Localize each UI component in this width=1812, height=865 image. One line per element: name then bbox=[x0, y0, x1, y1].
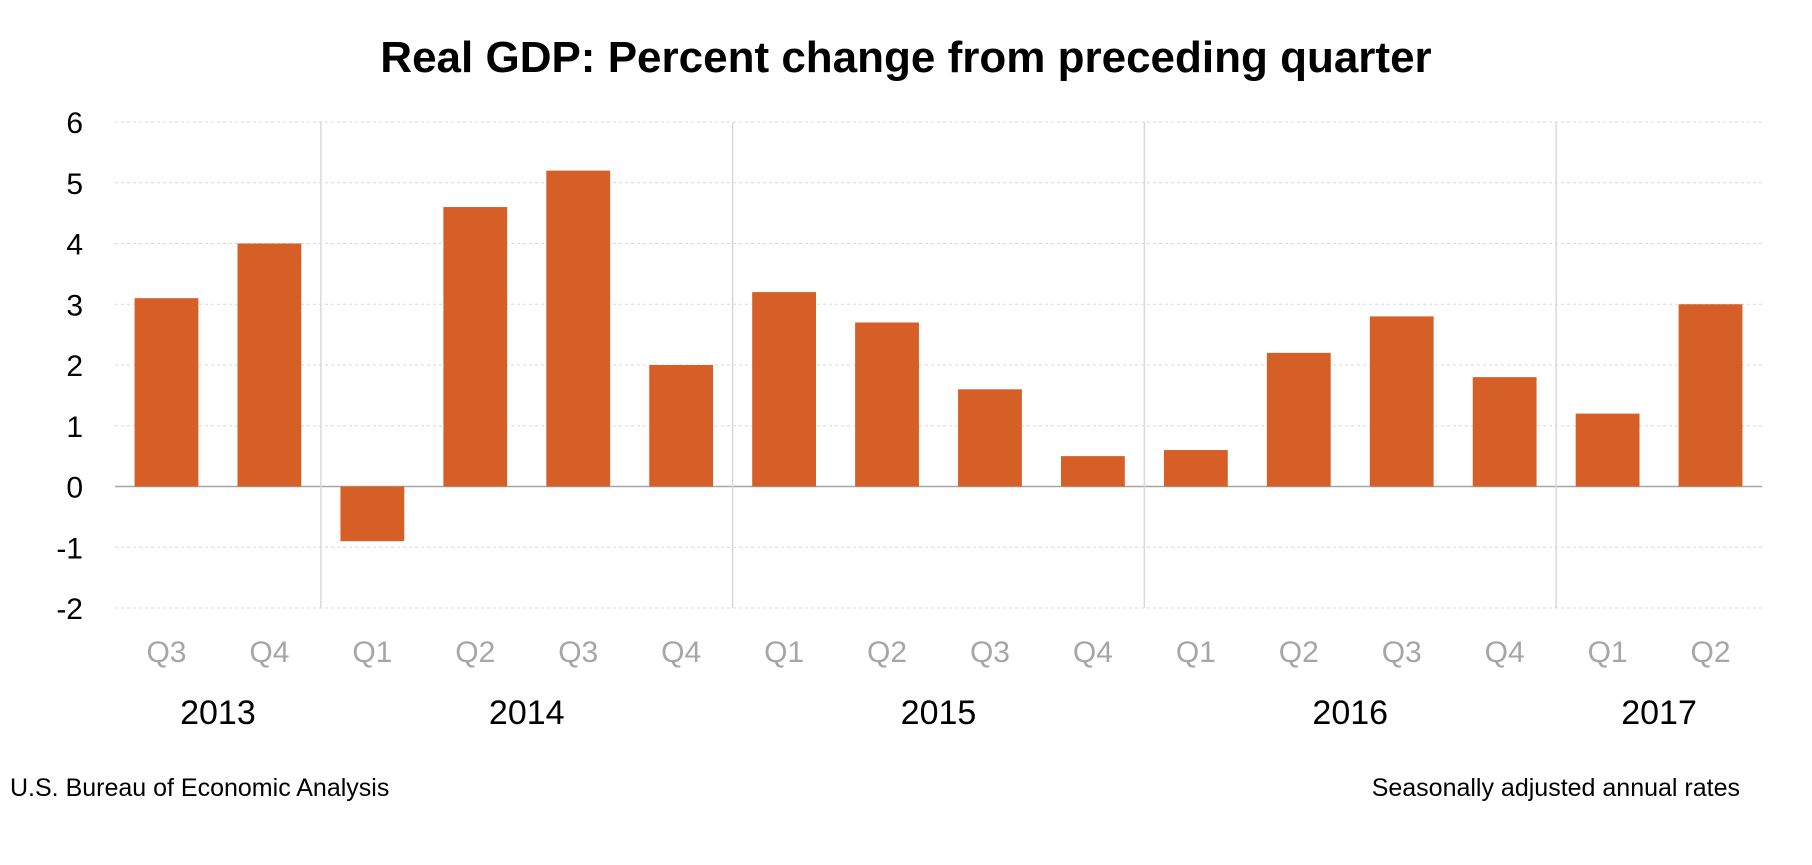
x-tick-label: Q4 bbox=[1073, 636, 1113, 669]
y-tick-label: 6 bbox=[66, 107, 83, 140]
bars bbox=[134, 170, 1743, 542]
x-tick-label: Q1 bbox=[1176, 636, 1216, 669]
bar-2017-q2 bbox=[1678, 304, 1743, 487]
bar-2015-q2 bbox=[855, 322, 919, 487]
x-tick-label: Q1 bbox=[1588, 636, 1628, 669]
bar-2014-q3 bbox=[546, 170, 611, 487]
year-labels: 2013 2014 2015 2016 2017 bbox=[180, 694, 1697, 732]
bar-2014-q4 bbox=[649, 365, 714, 487]
x-tick-label: Q1 bbox=[352, 636, 392, 669]
y-tick-label: 5 bbox=[66, 168, 83, 201]
bar-2013-q3 bbox=[134, 298, 199, 487]
x-tick-label: Q3 bbox=[558, 636, 598, 669]
x-tick-label: Q3 bbox=[1382, 636, 1422, 669]
x-tick-label: Q4 bbox=[661, 636, 701, 669]
bar-2015-q4 bbox=[1060, 456, 1125, 487]
x-tick-label: Q3 bbox=[970, 636, 1010, 669]
chart-title: Real GDP: Percent change from preceding … bbox=[380, 33, 1431, 82]
bar-2015-q1 bbox=[752, 292, 817, 487]
year-label-2016: 2016 bbox=[1312, 694, 1388, 732]
x-tick-label: Q4 bbox=[1485, 636, 1525, 669]
y-tick-label: 3 bbox=[66, 289, 83, 322]
y-tick-label: 2 bbox=[66, 350, 83, 383]
x-tick-label: Q2 bbox=[1279, 636, 1319, 669]
x-tick-label: Q2 bbox=[1691, 636, 1731, 669]
y-axis: 6 5 4 3 2 1 0 -1 -2 bbox=[56, 107, 83, 626]
x-tick-label: Q4 bbox=[249, 636, 289, 669]
x-tick-label: Q2 bbox=[867, 636, 907, 669]
y-tick-label: 1 bbox=[66, 411, 83, 444]
year-label-2017: 2017 bbox=[1621, 694, 1697, 732]
source-note: U.S. Bureau of Economic Analysis bbox=[10, 774, 389, 802]
year-label-2013: 2013 bbox=[180, 694, 256, 732]
bar-2016-q1 bbox=[1163, 450, 1228, 487]
bar-2016-q4 bbox=[1472, 377, 1537, 487]
bar-2013-q4 bbox=[237, 243, 302, 487]
bar-2014-q2 bbox=[443, 207, 508, 487]
x-tick-label: Q2 bbox=[455, 636, 495, 669]
year-label-2015: 2015 bbox=[901, 694, 977, 732]
y-tick-label: -2 bbox=[56, 593, 83, 626]
year-separators bbox=[320, 122, 1557, 608]
x-tick-label: Q3 bbox=[146, 636, 186, 669]
bar-2015-q3 bbox=[958, 389, 1022, 487]
x-axis: Q3 Q4 Q1 Q2 Q3 Q4 Q1 Q2 Q3 Q4 Q1 Q2 Q3 Q4 Q1 Q2 bbox=[146, 636, 1730, 669]
bar-2014-q1 bbox=[340, 486, 405, 542]
bar-2016-q2 bbox=[1266, 352, 1331, 487]
y-tick-label: 4 bbox=[66, 229, 83, 262]
y-tick-label: -1 bbox=[56, 532, 83, 565]
bar-2016-q3 bbox=[1369, 316, 1434, 487]
year-label-2014: 2014 bbox=[489, 694, 565, 732]
y-tick-label: 0 bbox=[66, 472, 83, 505]
bar-2017-q1 bbox=[1575, 413, 1640, 487]
x-tick-label: Q1 bbox=[764, 636, 804, 669]
rates-note: Seasonally adjusted annual rates bbox=[1372, 774, 1740, 802]
